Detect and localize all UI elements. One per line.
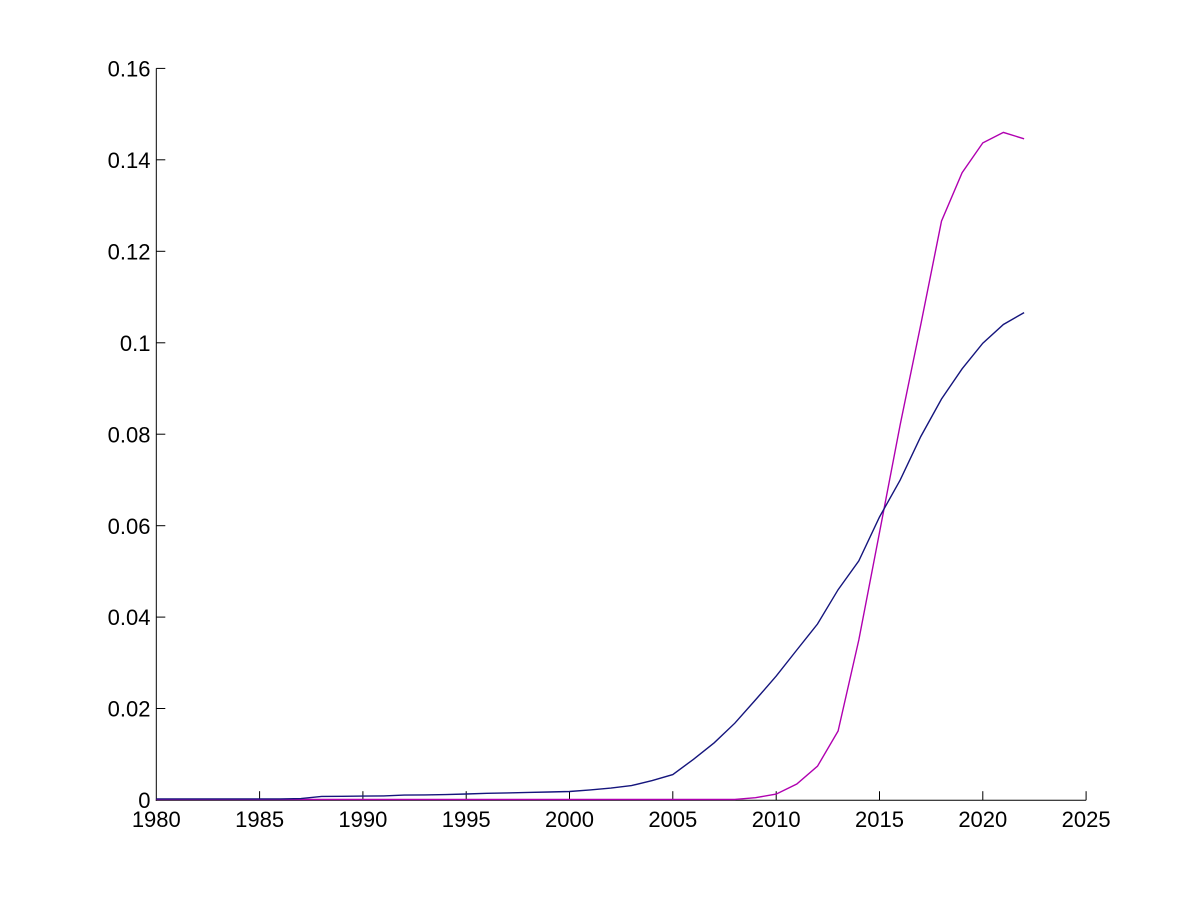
svg-text:0.08: 0.08	[108, 422, 151, 447]
svg-text:0.16: 0.16	[108, 56, 151, 81]
svg-text:0.02: 0.02	[108, 697, 151, 722]
svg-text:2005: 2005	[648, 807, 697, 832]
svg-text:0: 0	[138, 788, 150, 813]
svg-text:1990: 1990	[338, 807, 387, 832]
svg-text:2000: 2000	[545, 807, 594, 832]
svg-text:0.14: 0.14	[108, 148, 151, 173]
svg-text:1980: 1980	[132, 807, 181, 832]
svg-text:0.12: 0.12	[108, 239, 151, 264]
svg-text:0.06: 0.06	[108, 514, 151, 539]
svg-text:0.04: 0.04	[108, 605, 151, 630]
svg-text:0.1: 0.1	[120, 331, 151, 356]
svg-text:1985: 1985	[235, 807, 284, 832]
svg-text:2015: 2015	[855, 807, 904, 832]
svg-text:2010: 2010	[752, 807, 801, 832]
svg-text:2020: 2020	[958, 807, 1007, 832]
svg-text:2025: 2025	[1062, 807, 1111, 832]
svg-text:1995: 1995	[442, 807, 491, 832]
